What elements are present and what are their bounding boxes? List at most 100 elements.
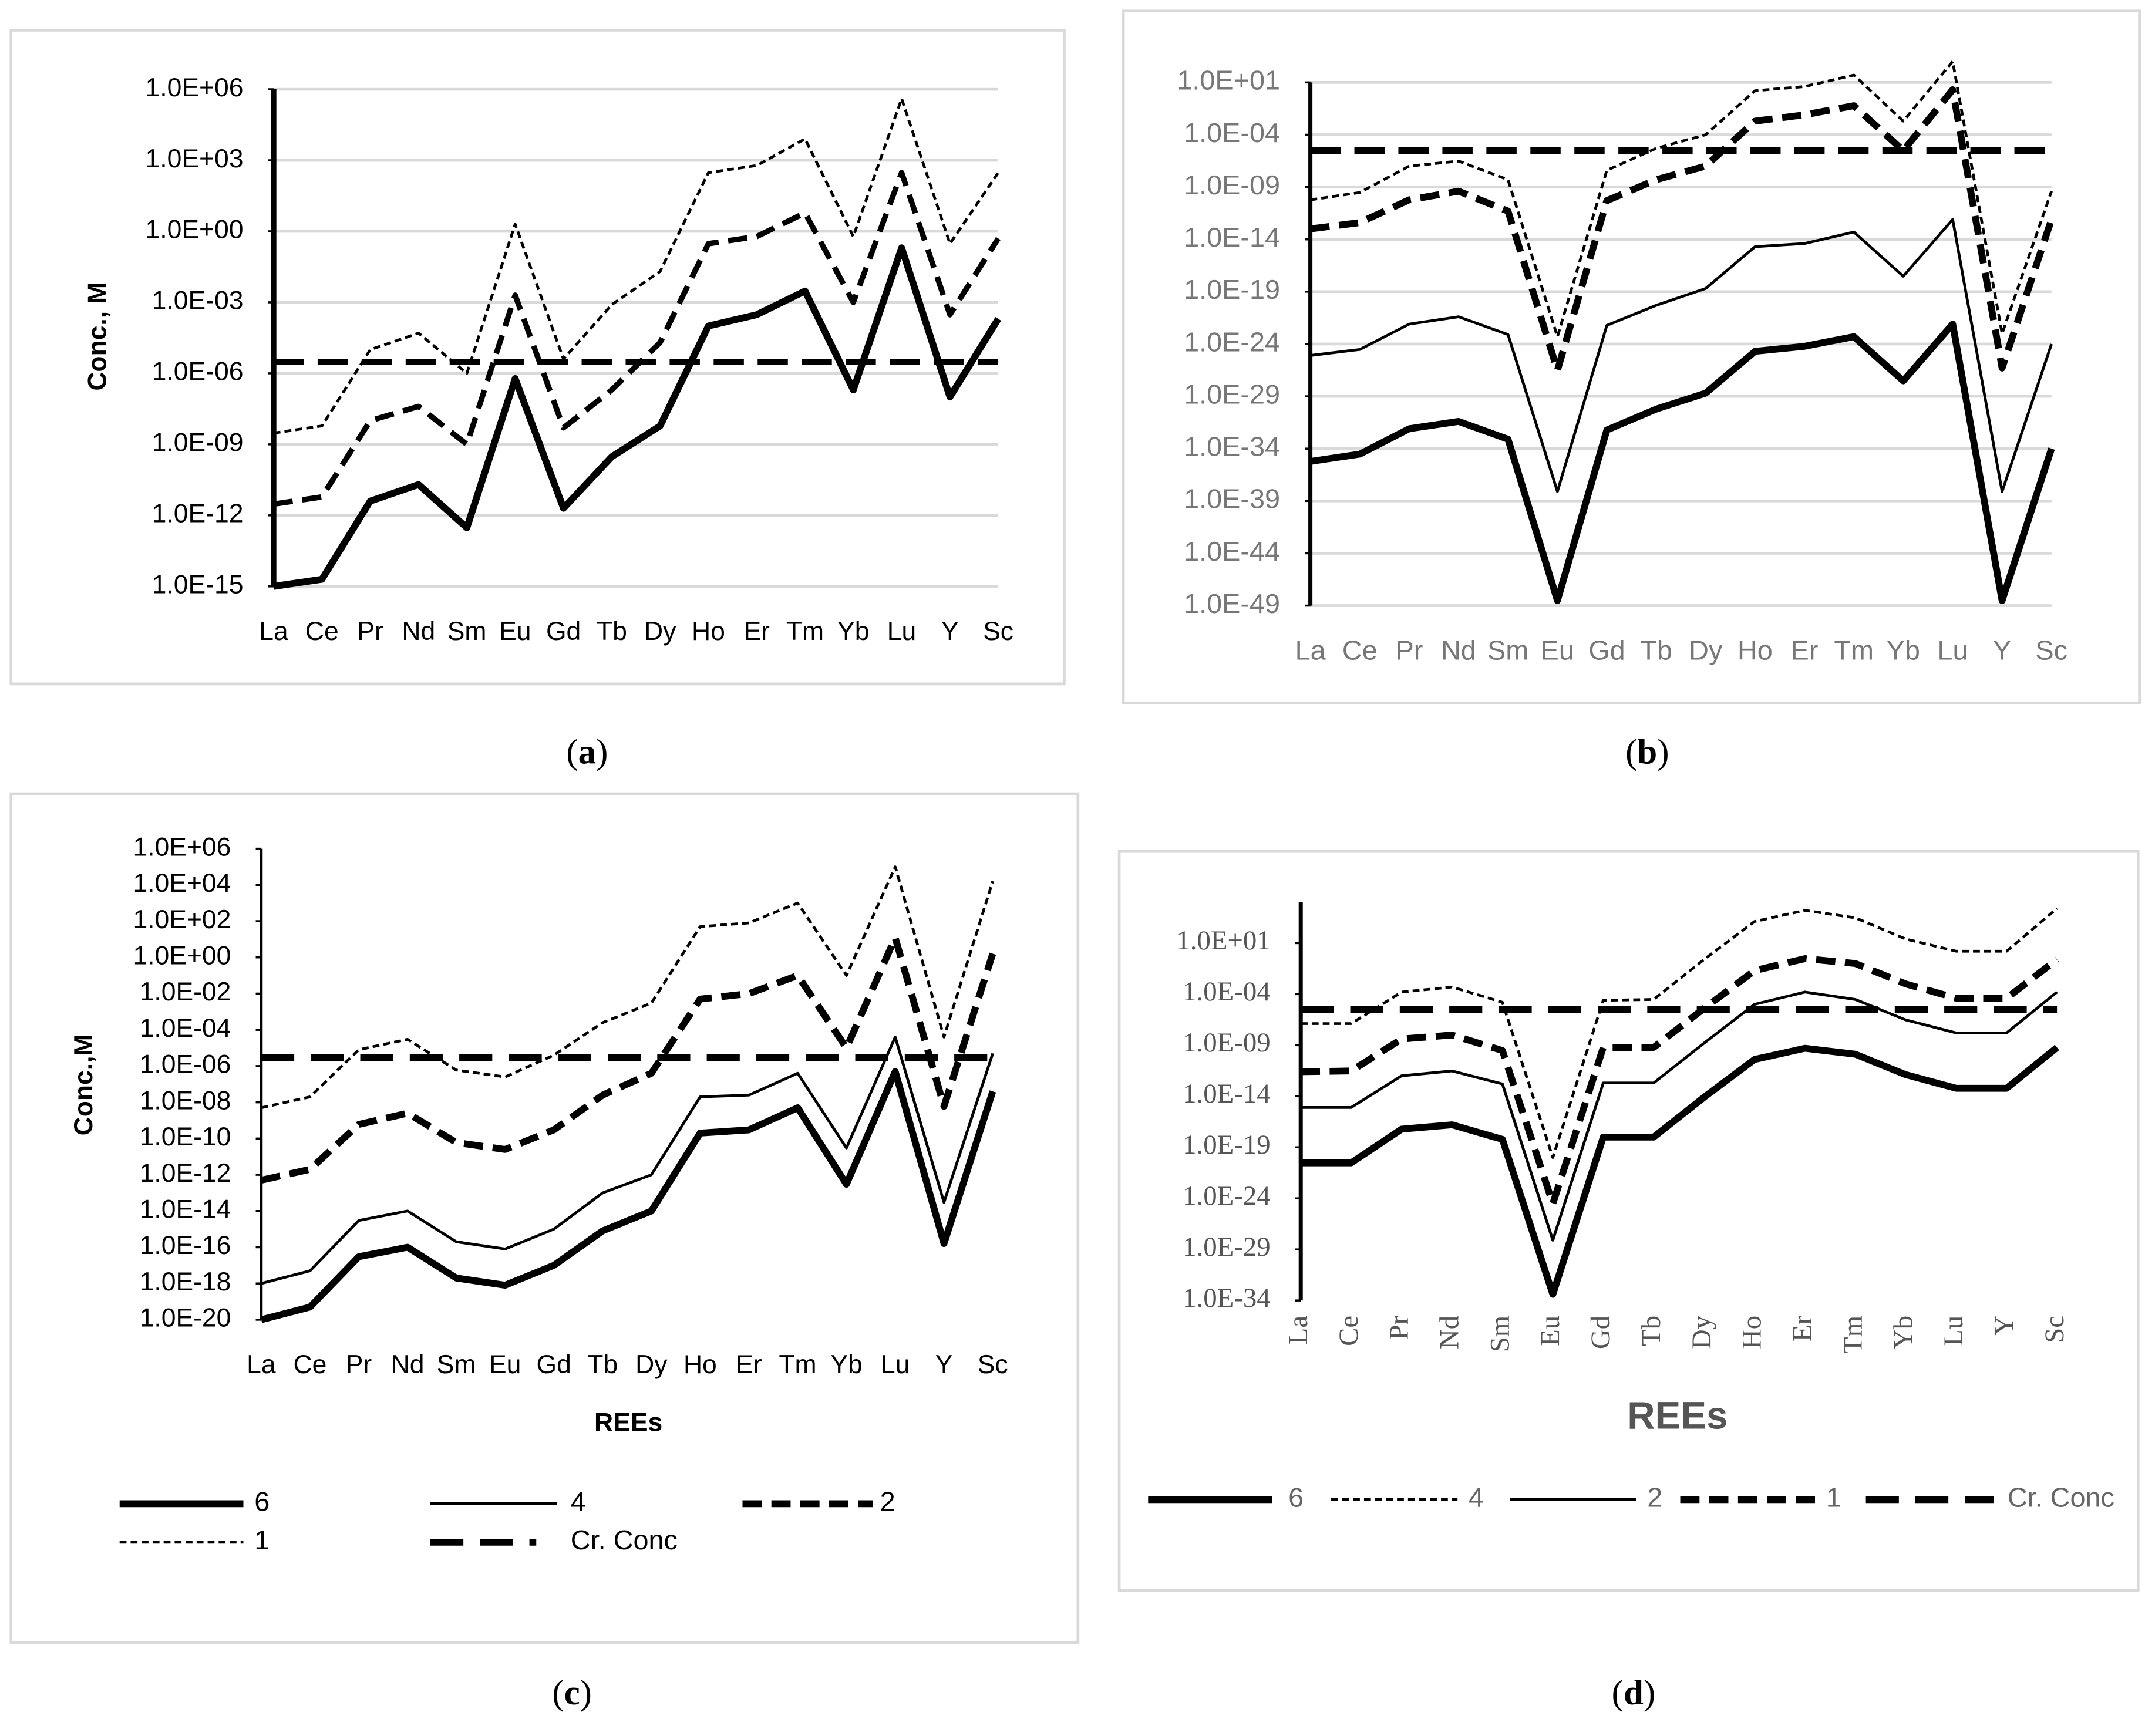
x-tick-label: Sc [983, 617, 1013, 646]
y-axis-title: Conc.,M [69, 1034, 98, 1136]
series-line [273, 170, 1001, 507]
x-tick-label: Ce [1334, 1316, 1364, 1346]
x-tick-label: Er [1791, 635, 1819, 665]
legend-label: 6 [254, 1486, 270, 1517]
x-tick-label: Dy [1686, 1315, 1717, 1349]
series-line [261, 1036, 994, 1285]
legend-label: 1 [254, 1525, 270, 1555]
y-tick-label: 1.0E-16 [140, 1231, 231, 1260]
x-tick-label: La [1283, 1316, 1314, 1345]
x-axis-title: REEs [594, 1408, 662, 1437]
x-tick-label: Nd [1441, 635, 1476, 665]
y-tick-label: 1.0E-18 [140, 1268, 231, 1296]
series-line [1301, 990, 2058, 1242]
legend-label: 1 [1826, 1482, 1841, 1513]
y-tick-label: 1.0E+02 [133, 905, 231, 934]
x-tick-label: Er [736, 1350, 762, 1379]
y-tick-label: 1.0E-14 [1183, 1078, 1271, 1109]
panel-caption: (b) [1625, 733, 1669, 772]
y-tick-label: 1.0E-09 [1183, 1027, 1271, 1058]
y-tick-label: 1.0E+06 [133, 832, 231, 861]
x-tick-label: Y [935, 1350, 953, 1379]
y-tick-label: 1.0E-15 [152, 571, 244, 599]
y-tick-label: 1.0E+01 [1177, 65, 1280, 96]
x-tick-label: Sc [2039, 1316, 2070, 1343]
y-tick-label: 1.0E-44 [1184, 536, 1280, 567]
x-tick-label: Eu [499, 617, 531, 646]
x-axis-title: REEs [1627, 1394, 1728, 1437]
x-tick-label: Eu [1541, 635, 1574, 665]
y-tick-label: 1.0E-29 [1183, 1232, 1271, 1262]
x-tick-label: Eu [1535, 1316, 1565, 1346]
y-tick-label: 1.0E-12 [152, 500, 244, 528]
x-tick-label: Sc [2035, 635, 2067, 665]
x-tick-label: Tm [1834, 635, 1874, 665]
x-tick-label: Pr [1384, 1315, 1415, 1340]
series-line [273, 97, 999, 434]
x-tick-label: Tb [597, 617, 627, 646]
y-tick-label: 1.0E-29 [1184, 379, 1280, 409]
x-tick-label: Y [1989, 1316, 2019, 1336]
x-tick-label: Dy [1689, 635, 1723, 665]
y-tick-label: 1.0E-24 [1184, 326, 1280, 357]
panel-caption: (a) [566, 733, 608, 772]
x-tick-label: Yb [830, 1350, 862, 1379]
legend-label: 4 [1469, 1482, 1484, 1513]
x-tick-label: Ho [1737, 1316, 1767, 1349]
x-tick-label: Er [1787, 1315, 1818, 1341]
y-tick-label: 1.0E-34 [1183, 1283, 1271, 1313]
y-tick-label: 1.0E-14 [140, 1195, 231, 1224]
legend-label: 4 [571, 1486, 586, 1517]
y-tick-label: 1.0E-10 [140, 1122, 231, 1151]
panel-frame [9, 29, 1066, 686]
panel-caption: (c) [552, 1673, 592, 1713]
x-tick-label: Pr [357, 617, 383, 646]
x-tick-label: Nd [402, 617, 435, 646]
y-tick-label: 1.0E-09 [152, 429, 244, 457]
legend-label: 2 [880, 1486, 895, 1517]
x-tick-label: Tb [587, 1350, 618, 1379]
y-tick-label: 1.0E-06 [140, 1050, 231, 1079]
panel-frame [9, 792, 1080, 1644]
series-line [273, 244, 1002, 590]
y-tick-label: 1.0E-09 [1184, 170, 1280, 200]
x-tick-label: Lu [1937, 635, 1968, 665]
legend-label: Cr. Conc [2008, 1482, 2114, 1513]
panel-caption: (d) [1612, 1673, 1655, 1713]
y-tick-label: 1.0E-08 [140, 1086, 231, 1115]
x-tick-label: Lu [1938, 1316, 1969, 1346]
y-tick-label: 1.0E-20 [140, 1304, 231, 1333]
x-tick-label: Yb [1887, 635, 1920, 665]
panel-frame [1117, 850, 2140, 1592]
series-line [260, 1068, 996, 1323]
x-tick-label: Eu [489, 1350, 521, 1379]
series-line [1309, 321, 2055, 604]
series-line [261, 865, 994, 1110]
x-tick-label: Gd [1588, 635, 1625, 665]
x-tick-label: Sc [978, 1350, 1008, 1379]
x-tick-label: Tb [1636, 1316, 1666, 1346]
y-tick-label: 1.0E+00 [146, 215, 244, 244]
y-tick-label: 1.0E-39 [1184, 484, 1280, 514]
legend-label: 2 [1647, 1482, 1662, 1513]
y-tick-label: 1.0E+04 [133, 869, 231, 898]
y-tick-label: 1.0E-34 [1184, 432, 1280, 462]
y-tick-label: 1.0E-19 [1183, 1130, 1271, 1160]
y-tick-label: 1.0E-49 [1184, 588, 1280, 619]
x-tick-label: Gd [537, 1350, 571, 1379]
x-tick-label: Tb [1640, 635, 1672, 665]
x-tick-label: Yb [837, 617, 869, 646]
x-tick-label: Ho [692, 617, 725, 646]
y-tick-label: 1.0E+00 [133, 942, 231, 970]
x-tick-label: La [259, 617, 288, 646]
x-tick-label: Pr [346, 1350, 372, 1379]
x-tick-label: Nd [1435, 1316, 1465, 1349]
x-tick-label: Ho [683, 1350, 717, 1379]
y-tick-label: 1.0E+06 [146, 73, 244, 102]
x-tick-label: Gd [1585, 1316, 1616, 1349]
x-tick-label: Ce [1342, 635, 1378, 665]
x-tick-label: Sm [447, 617, 487, 646]
x-tick-label: Lu [887, 617, 916, 646]
